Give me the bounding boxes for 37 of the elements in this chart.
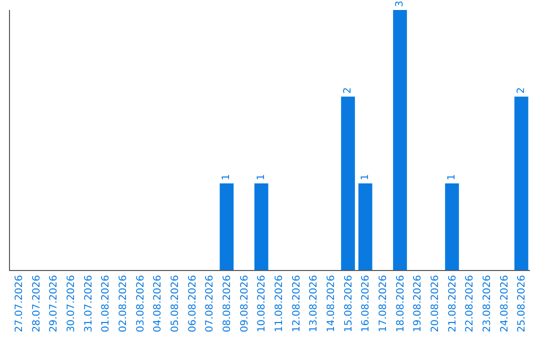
x-tick-label: 29.07.2026 bbox=[48, 275, 60, 332]
data-label: 1 bbox=[446, 174, 458, 180]
x-tick-label: 04.08.2026 bbox=[152, 275, 164, 332]
x-tick-label: 16.08.2026 bbox=[360, 275, 372, 332]
data-label: 2 bbox=[342, 87, 354, 94]
x-tick-label: 02.08.2026 bbox=[118, 275, 129, 332]
x-tick-label: 01.08.2026 bbox=[100, 275, 112, 332]
data-label: 1 bbox=[221, 174, 232, 180]
x-tick-label: 27.07.2026 bbox=[14, 275, 25, 332]
x-tick-label: 24.08.2026 bbox=[499, 275, 510, 332]
data-label: 2 bbox=[516, 87, 527, 94]
x-tick-label: 25.08.2026 bbox=[516, 275, 528, 332]
x-tick-label: 31.07.2026 bbox=[83, 275, 94, 332]
data-label: 1 bbox=[256, 174, 267, 180]
x-tick-label: 13.08.2026 bbox=[308, 275, 320, 332]
x-tick-label: 14.08.2026 bbox=[326, 275, 337, 332]
x-tick-label: 10.08.2026 bbox=[256, 275, 268, 332]
x-tick-label: 15.08.2026 bbox=[343, 275, 354, 332]
x-tick-label: 07.08.2026 bbox=[204, 275, 216, 332]
x-tick-label: 05.08.2026 bbox=[170, 275, 181, 332]
x-tick-label: 03.08.2026 bbox=[135, 275, 146, 332]
x-tick-label: 23.08.2026 bbox=[482, 275, 493, 332]
data-label: 1 bbox=[360, 174, 371, 180]
x-tick-label: 06.08.2026 bbox=[187, 275, 198, 332]
x-tick-label: 08.08.2026 bbox=[222, 275, 233, 332]
x-tick-label: 30.07.2026 bbox=[66, 275, 77, 332]
x-tick-label: 28.07.2026 bbox=[31, 275, 42, 332]
x-tick-label: 12.08.2026 bbox=[291, 275, 302, 332]
x-tick-label: 20.08.2026 bbox=[430, 275, 441, 332]
data-label: 3 bbox=[394, 0, 406, 7]
x-tick-label: 09.08.2026 bbox=[239, 275, 250, 332]
x-tick-label: 17.08.2026 bbox=[378, 275, 389, 332]
x-tick-label: 22.08.2026 bbox=[464, 275, 476, 332]
x-tick-label: 21.08.2026 bbox=[447, 275, 458, 332]
x-tick-label: 18.08.2026 bbox=[395, 275, 406, 332]
x-tick-label: 19.08.2026 bbox=[412, 275, 424, 332]
x-tick-label: 11.08.2026 bbox=[274, 275, 285, 332]
